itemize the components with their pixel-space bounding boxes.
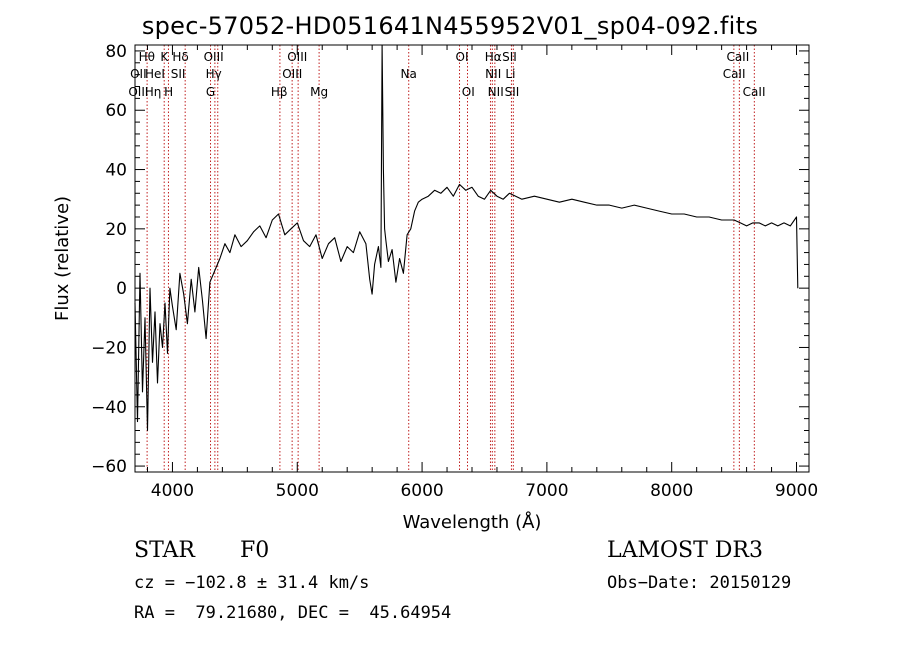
x-tick-label: 5000 xyxy=(276,481,319,501)
redshift-velocity: cz = −102.8 ± 31.4 km/s xyxy=(134,573,370,593)
y-tick-label: 40 xyxy=(105,161,127,181)
line-id-label: OIII xyxy=(287,50,307,64)
line-id-label: H xyxy=(164,85,173,99)
line-id-label: Na xyxy=(401,67,417,81)
line-id-label: OIII xyxy=(204,50,224,64)
line-id-label: SII xyxy=(505,85,520,99)
line-id-label: G xyxy=(206,85,215,99)
line-id-label: Hδ xyxy=(172,50,188,64)
spectrum-line xyxy=(134,44,799,432)
line-id-label: CaII xyxy=(726,50,749,64)
line-id-label: K xyxy=(160,50,169,64)
line-id-label: Mg xyxy=(310,85,328,99)
x-tick-label: 9000 xyxy=(775,481,818,501)
y-tick-label: −60 xyxy=(91,457,127,477)
line-id-label: NII xyxy=(485,67,501,81)
y-tick-label: −20 xyxy=(91,338,127,358)
x-tick-label: 6000 xyxy=(400,481,443,501)
y-tick-label: 80 xyxy=(105,42,127,62)
line-id-label: Li xyxy=(505,67,515,81)
line-id-label: CaII xyxy=(743,85,766,99)
x-tick-label: 4000 xyxy=(151,481,194,501)
coordinates: RA = 79.21680, DEC = 45.64954 xyxy=(134,603,452,623)
x-tick-label: 8000 xyxy=(650,481,693,501)
line-id-label: OIII xyxy=(282,67,302,81)
line-id-label: SII xyxy=(502,50,517,64)
line-id-label: HeI xyxy=(145,67,165,81)
y-tick-label: 60 xyxy=(105,101,127,121)
chart-title: spec-57052-HD051641N455952V01_sp04-092.f… xyxy=(141,12,759,40)
line-id-label: OI xyxy=(462,85,475,99)
line-id-label: Hγ xyxy=(206,67,222,81)
line-id-label: Hβ xyxy=(271,85,288,99)
line-id-label: CaII xyxy=(723,67,746,81)
line-id-label: Hθ xyxy=(139,50,155,64)
line-id-label: NII xyxy=(488,85,504,99)
y-axis-label: Flux (relative) xyxy=(52,196,73,321)
x-tick-label: 7000 xyxy=(525,481,568,501)
line-id-label: OII xyxy=(130,67,147,81)
y-tick-label: 20 xyxy=(105,220,127,240)
line-id-label: OI xyxy=(456,50,469,64)
line-id-label: OIII xyxy=(128,85,148,99)
survey-name: LAMOST DR3 xyxy=(607,538,763,563)
y-tick-label: −40 xyxy=(91,398,127,418)
object-class: STAR xyxy=(134,538,195,563)
observation-date: Obs−Date: 20150129 xyxy=(607,573,792,593)
y-tick-label: 0 xyxy=(116,279,127,299)
line-id-label: Hα xyxy=(485,50,502,64)
spectral-subclass: F0 xyxy=(240,538,270,563)
line-id-label: SII xyxy=(171,67,186,81)
plot-frame xyxy=(134,44,810,473)
line-id-label: Hη xyxy=(145,85,162,99)
x-axis-label: Wavelength (Å) xyxy=(403,511,542,533)
